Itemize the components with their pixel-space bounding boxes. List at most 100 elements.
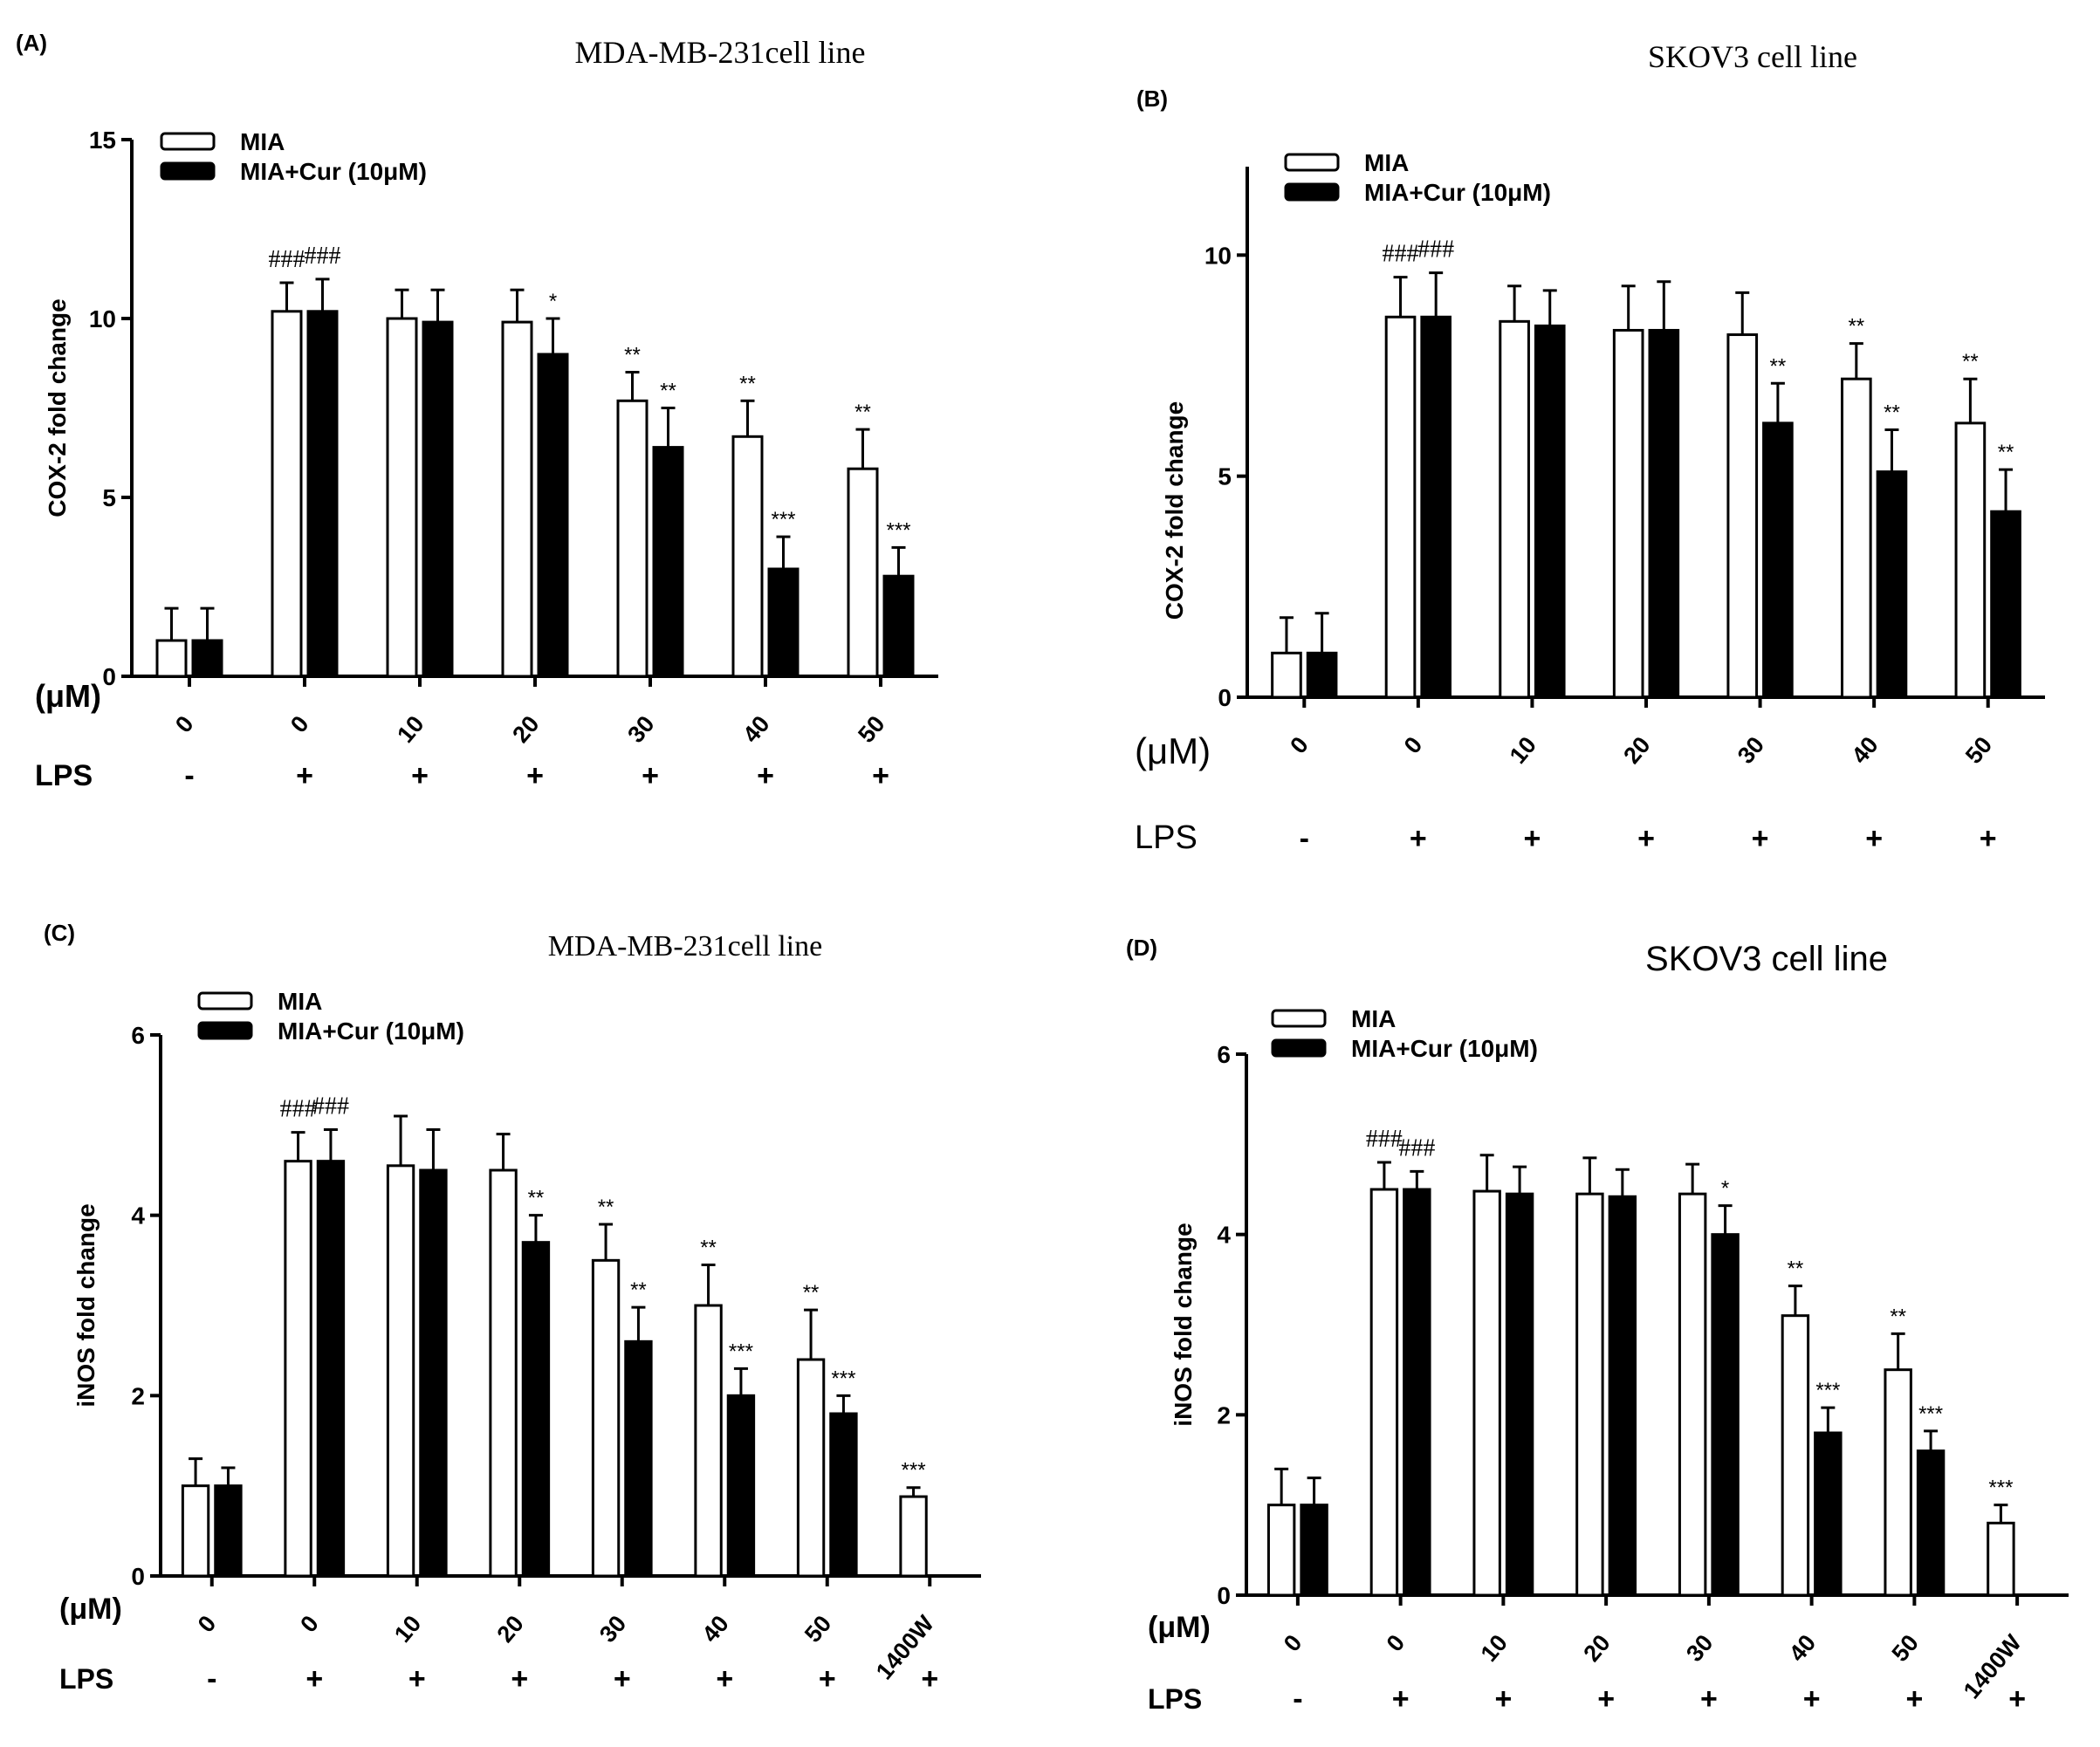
significance-hash: ### — [1366, 1126, 1403, 1153]
x-tick-label: 20 — [1618, 732, 1655, 769]
lps-sign: + — [1980, 822, 1997, 855]
concentration-row-label: (μM) — [59, 1593, 122, 1626]
y-tick-label: 5 — [1218, 463, 1232, 490]
concentration-row-label: (μM) — [1148, 1611, 1211, 1644]
bar — [521, 1241, 551, 1578]
bar — [1384, 315, 1417, 699]
bar — [1762, 421, 1794, 699]
significance-star: *** — [729, 1339, 753, 1363]
y-tick-label: 4 — [131, 1202, 145, 1230]
lps-sign: + — [296, 759, 313, 792]
bar — [1841, 377, 1872, 699]
x-tick-label: 40 — [697, 1611, 734, 1648]
lps-sign: + — [1494, 1682, 1512, 1716]
bar — [181, 1484, 210, 1578]
bar — [271, 310, 303, 678]
concentration-row-label: (μM) — [1135, 730, 1211, 771]
bar — [899, 1495, 928, 1578]
bar — [1472, 1189, 1501, 1597]
y-tick-label: 4 — [1217, 1222, 1231, 1249]
lps-sign: + — [511, 1662, 528, 1696]
chart-title: MDA-MB-231cell line — [575, 35, 866, 70]
x-tick-label: 30 — [1681, 1630, 1718, 1667]
lps-sign: + — [872, 759, 889, 792]
legend-swatch — [1284, 182, 1340, 202]
bar — [796, 1358, 826, 1578]
panel-d: (D) SKOV3 cell line 0 2 4 6 iNOS fold change MI… — [1126, 935, 2069, 1716]
bar — [284, 1160, 312, 1578]
x-tick-label: 10 — [392, 711, 429, 748]
legend-label: MIA — [1351, 1005, 1396, 1032]
lps-sign: + — [2008, 1682, 2026, 1716]
lps-sign: + — [614, 1662, 631, 1696]
y-tick-label: 2 — [131, 1382, 145, 1409]
y-axis-label: COX-2 fold change — [44, 298, 71, 517]
lps-row-label: LPS — [1135, 819, 1198, 856]
lps-sign: + — [757, 759, 774, 792]
bar — [1266, 1504, 1296, 1597]
legend-swatch — [1271, 1009, 1327, 1028]
bar — [652, 446, 684, 678]
legend-label: MIA — [278, 988, 322, 1015]
significance-star: *** — [902, 1459, 926, 1483]
significance-star: ** — [630, 1278, 647, 1302]
x-tick-label: 0 — [1399, 732, 1428, 759]
lps-sign: - — [1300, 822, 1309, 855]
bar — [1420, 315, 1452, 699]
legend-swatch — [197, 991, 253, 1011]
panel-label: (C) — [44, 920, 75, 946]
lps-sign: + — [1905, 1682, 1923, 1716]
x-tick-label: 50 — [1887, 1630, 1924, 1667]
lps-sign: - — [184, 759, 194, 792]
significance-star: ** — [660, 380, 676, 403]
legend-label: MIA+Cur (10μM) — [1351, 1035, 1538, 1062]
x-tick-label: 0 — [295, 1611, 324, 1638]
x-tick-label: 30 — [1733, 732, 1769, 769]
significance-star: ** — [1890, 1305, 1906, 1328]
significance-star: ** — [739, 372, 756, 395]
significance-star: ** — [1962, 350, 1979, 373]
bar — [214, 1484, 243, 1578]
x-tick-label: 10 — [1505, 732, 1541, 769]
y-tick-label: 10 — [1204, 242, 1232, 269]
bar — [616, 399, 649, 678]
bar — [422, 320, 454, 678]
significance-star: ** — [598, 1195, 614, 1219]
y-tick-label: 15 — [89, 127, 116, 154]
panel-c: (C) MDA-MB-231cell line 0 2 4 6 iNOS fold chan… — [44, 920, 981, 1696]
bar — [694, 1304, 723, 1578]
bar — [155, 639, 188, 678]
significance-star: * — [549, 290, 557, 313]
bar — [1678, 1192, 1707, 1597]
bar — [1505, 1192, 1534, 1597]
bar — [191, 639, 223, 678]
x-tick-label: 0 — [193, 1611, 222, 1638]
significance-hash: ### — [269, 246, 305, 273]
significance-star: ** — [624, 344, 641, 367]
bar — [1499, 319, 1530, 699]
bar — [1306, 651, 1338, 699]
bar — [1369, 1188, 1399, 1597]
lps-sign: - — [207, 1662, 216, 1696]
lps-sign: + — [1752, 822, 1769, 855]
legend-label: MIA+Cur (10μM) — [278, 1017, 464, 1045]
lps-sign: + — [1700, 1682, 1718, 1716]
lps-row-label: LPS — [35, 759, 93, 792]
bar — [624, 1339, 653, 1578]
concentration-row-label: (μM) — [35, 678, 101, 714]
lps-sign: + — [1803, 1682, 1821, 1716]
panel-label: (A) — [16, 30, 47, 56]
x-tick-label: 40 — [1784, 1630, 1821, 1667]
legend-label: MIA+Cur (10μM) — [1364, 179, 1551, 206]
lps-sign: + — [642, 759, 659, 792]
lps-row-label: LPS — [59, 1663, 113, 1695]
legend-swatch — [160, 132, 216, 151]
x-tick-label: 10 — [389, 1611, 426, 1648]
x-tick-label: 50 — [800, 1611, 836, 1648]
bar — [1403, 1188, 1431, 1597]
bar — [489, 1168, 518, 1578]
x-tick-label: 0 — [285, 711, 314, 738]
bar — [1884, 1368, 1912, 1597]
significance-hash: ### — [1398, 1134, 1435, 1161]
